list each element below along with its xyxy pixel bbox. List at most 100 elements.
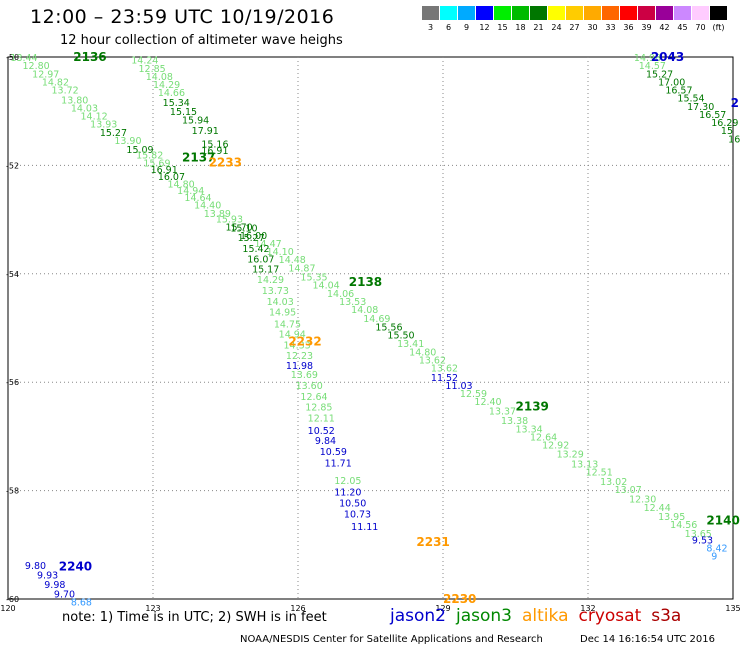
satellite-jason3: jason3 (456, 606, 512, 626)
wave-height-value: 13.53 (339, 297, 366, 308)
wave-height-value: 9.70 (54, 590, 75, 601)
pass-time-label: 2230 (443, 592, 476, 606)
pass-time-label: 2140 (706, 513, 739, 527)
wave-height-value: 12.30 (629, 495, 656, 506)
timestamp: Dec 14 16:16:54 UTC 2016 (580, 634, 715, 645)
wave-height-value: 12.97 (32, 69, 59, 80)
pass-time-label: 2231 (416, 535, 449, 549)
wave-height-value: 13.34 (516, 424, 543, 435)
wave-height-value: 12.85 (139, 64, 166, 75)
satellite-cryosat: cryosat (578, 606, 642, 626)
wave-height-value: 13.62 (419, 355, 446, 366)
x-tick-label: 126 (290, 604, 305, 613)
wave-height-value: 14.12 (81, 112, 108, 123)
x-tick-label: 135 (725, 604, 740, 613)
wave-height-value: 13.73 (262, 286, 289, 297)
wave-height-value: 16.07 (158, 172, 185, 183)
wave-height-value: 14.03 (71, 103, 98, 114)
colorbar-label: 18 (515, 23, 526, 32)
wave-height-value: 12.11 (308, 413, 335, 424)
wave-height-value: 15.50 (387, 331, 414, 342)
x-tick-label: 120 (0, 604, 15, 613)
wave-height-value: 14.94 (177, 186, 204, 197)
wave-height-value: 13.07 (615, 485, 642, 496)
plot-frame (7, 56, 734, 600)
wave-height-value: 14.40 (194, 200, 221, 211)
wave-height-value: 15.94 (182, 115, 209, 126)
wave-height-value: 16.29 (711, 118, 738, 129)
wave-height-value: 16 (728, 134, 740, 145)
wave-height-value: 17.00 (658, 77, 685, 88)
wave-height-value: 12.85 (305, 403, 332, 414)
credit-line: NOAA/NESDIS Center for Satellite Applica… (240, 634, 543, 645)
wave-height-value: 14.47 (255, 239, 282, 250)
wave-height-value: 15.42 (242, 244, 269, 255)
colorbar-swatch (530, 6, 547, 20)
wave-height-value: 15.27 (646, 69, 673, 80)
wave-height-value: 14.24 (131, 56, 158, 67)
wave-height-value: 13.90 (114, 136, 141, 147)
wave-height-value: 17.30 (687, 102, 714, 113)
colorbar-label: 36 (623, 23, 634, 32)
wave-height-value: 13.62 (431, 364, 458, 375)
wave-height-value: 15.70 (226, 223, 253, 234)
wave-height-value: 13.41 (397, 339, 424, 350)
wave-height-value: 16.91 (151, 165, 178, 176)
wave-height-value: 8.68 (71, 598, 92, 609)
wave-height-value: 13.38 (501, 416, 528, 427)
wave-height-value: 15 (721, 126, 733, 137)
colorbar-label: 42 (659, 23, 670, 32)
y-tick-label: -58 (6, 487, 19, 496)
wave-height-value: 14.87 (288, 263, 315, 274)
wave-height-value: 14.29 (153, 80, 180, 91)
colorbar-swatch (440, 6, 457, 20)
wave-height-value: 15.09 (126, 145, 153, 156)
wave-height-value: 14.03 (267, 297, 294, 308)
pass-time-label: 2137 (182, 150, 215, 164)
colorbar-label: 70 (695, 23, 706, 32)
wave-height-value: 14.98 (634, 53, 661, 64)
y-tick-label: -54 (6, 270, 19, 279)
colorbar-label: 39 (641, 23, 652, 32)
wave-height-value: 12.44 (644, 503, 671, 514)
wave-height-value: 9.80 (25, 561, 46, 572)
wave-height-value: 14.56 (670, 520, 697, 531)
colorbar-label: 12 (479, 23, 490, 32)
colorbar-label: 30 (587, 23, 598, 32)
wave-height-value: 14.80 (409, 347, 436, 358)
satellite-altika: altika (522, 606, 569, 626)
wave-height-value: 12.23 (286, 351, 313, 362)
colorbar-label: 21 (533, 23, 544, 32)
wave-height-value: 13.69 (291, 370, 318, 381)
colorbar-label: 3 (427, 23, 434, 32)
colorbar-swatch (620, 6, 637, 20)
wave-height-value: 12.51 (586, 468, 613, 479)
wave-height-value: 16.07 (247, 255, 274, 266)
colorbar-swatch (476, 6, 493, 20)
wave-height-value: 15.69 (143, 159, 170, 170)
wave-height-value: 15.56 (375, 322, 402, 333)
wave-height-value: 9.98 (44, 580, 65, 591)
wave-height-value: 14.06 (327, 289, 354, 300)
wave-height-value: 14.64 (184, 193, 211, 204)
wave-height-value: 13.89 (204, 209, 231, 220)
wave-height-value: 17.91 (192, 126, 219, 137)
wave-height-value: 14.08 (351, 305, 378, 316)
wave-height-value: 16.91 (201, 146, 228, 157)
wave-height-value: 12.64 (300, 392, 327, 403)
colorbar-swatch (710, 6, 727, 20)
colorbar-label: 15 (497, 23, 508, 32)
pass-time-label: 2240 (59, 559, 92, 573)
wave-height-value: 9.93 (37, 571, 58, 582)
wave-height-value: 13.44 (10, 53, 37, 64)
colorbar-swatch (548, 6, 565, 20)
colorbar-swatch (512, 6, 529, 20)
colorbar-swatch (674, 6, 691, 20)
colorbar-label: 6 (445, 23, 452, 32)
wave-height-value: 15.54 (677, 94, 704, 105)
wave-height-value: 15.17 (252, 264, 279, 275)
wave-height-value: 10.59 (320, 447, 347, 458)
colorbar-label: 24 (551, 23, 562, 32)
colorbar-swatch (638, 6, 655, 20)
wave-height-value: 12.92 (542, 441, 569, 452)
